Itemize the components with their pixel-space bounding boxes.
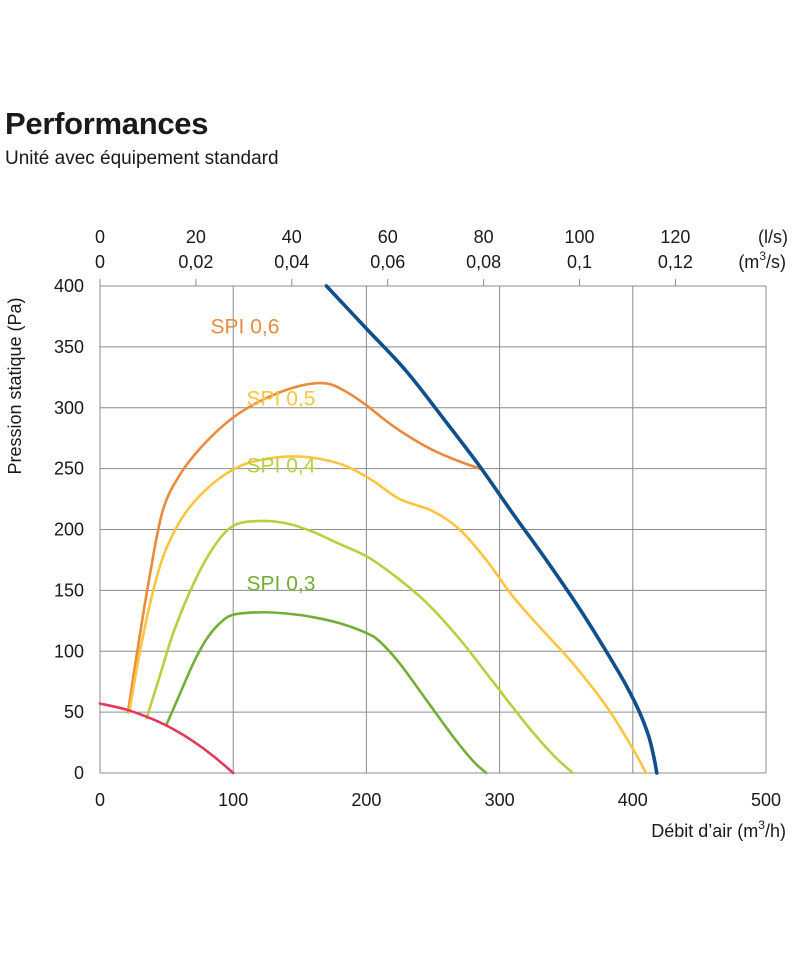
top-axis-m3s-label: 0,04: [274, 252, 309, 272]
series-label-spi-03: SPI 0,3: [247, 572, 316, 595]
top-axis-m3s-unit-sup: 3: [759, 249, 766, 263]
x-tick-label-400: 400: [618, 790, 648, 810]
x-axis-title-main: Débit d’air (m: [651, 821, 758, 841]
x-axis-title-sup: 3: [758, 818, 765, 832]
top-axis-ls-label: 40: [282, 227, 302, 247]
series-label-spi-05: SPI 0,5: [247, 387, 316, 410]
series-line-spi-06: [126, 381, 481, 714]
y-tick-label-100: 100: [54, 641, 84, 661]
x-axis-title: Débit d’air (m3/h): [651, 818, 786, 841]
top-axis-ls-label: 20: [186, 227, 206, 247]
grid: [99, 279, 767, 774]
page-subtitle: Unité avec équipement standard: [5, 148, 279, 169]
top-axis-m3s-unit-pre: (m: [738, 252, 759, 272]
y-tick-label-300: 300: [54, 398, 84, 418]
series-line-max-curve: [324, 284, 659, 775]
x-axis-title-end: /h): [765, 821, 786, 841]
y-tick-label-150: 150: [54, 580, 84, 600]
top-axis-ls-unit: (l/s): [758, 227, 788, 247]
top-axis-m3s-label: 0,08: [466, 252, 501, 272]
top-axis-m3s-label: 0: [95, 252, 105, 272]
top-axis-m3s-label: 0,12: [658, 252, 693, 272]
series-lines: [98, 284, 659, 775]
top-axis-m3s-unit: (m3/s): [738, 249, 786, 272]
y-axis-title: Pression statique (Pa): [5, 297, 25, 474]
top-axis-ls-label: 0: [95, 227, 105, 247]
series-label-spi-06: SPI 0,6: [211, 315, 280, 338]
x-tick-label-500: 500: [751, 790, 781, 810]
series-label-spi-04: SPI 0,4: [247, 454, 316, 477]
top-axis-m3s-unit-post: /s): [766, 252, 786, 272]
series-line-spi-04: [145, 519, 575, 775]
x-tick-label-300: 300: [485, 790, 515, 810]
x-tick-label-0: 0: [95, 790, 105, 810]
y-tick-label-250: 250: [54, 459, 84, 479]
y-tick-label-0: 0: [74, 763, 84, 783]
series-labels: SPI 0,6 SPI 0,5 SPI 0,4 SPI 0,3: [211, 315, 316, 595]
top-axis-ls-label: 80: [474, 227, 494, 247]
top-axis-ls-label: 100: [564, 227, 594, 247]
series-line-spi-05: [128, 455, 648, 775]
series-line-spi-03: [165, 610, 488, 775]
top-axis-m3s-label: 0,02: [178, 252, 213, 272]
top-axis-m3s-label: 0,1: [567, 252, 592, 272]
x-tick-label-200: 200: [351, 790, 381, 810]
y-tick-label-200: 200: [54, 520, 84, 540]
x-tick-label-100: 100: [218, 790, 248, 810]
y-tick-label-50: 50: [64, 702, 84, 722]
page-title: Performances: [5, 106, 209, 141]
series-line-min-flow: [98, 702, 235, 775]
y-tick-label-350: 350: [54, 337, 84, 357]
top-axis-ls-label: 60: [378, 227, 398, 247]
y-tick-label-400: 400: [54, 276, 84, 296]
top-axis-m3s-label: 0,06: [370, 252, 405, 272]
top-axis-ls-label: 120: [660, 227, 690, 247]
